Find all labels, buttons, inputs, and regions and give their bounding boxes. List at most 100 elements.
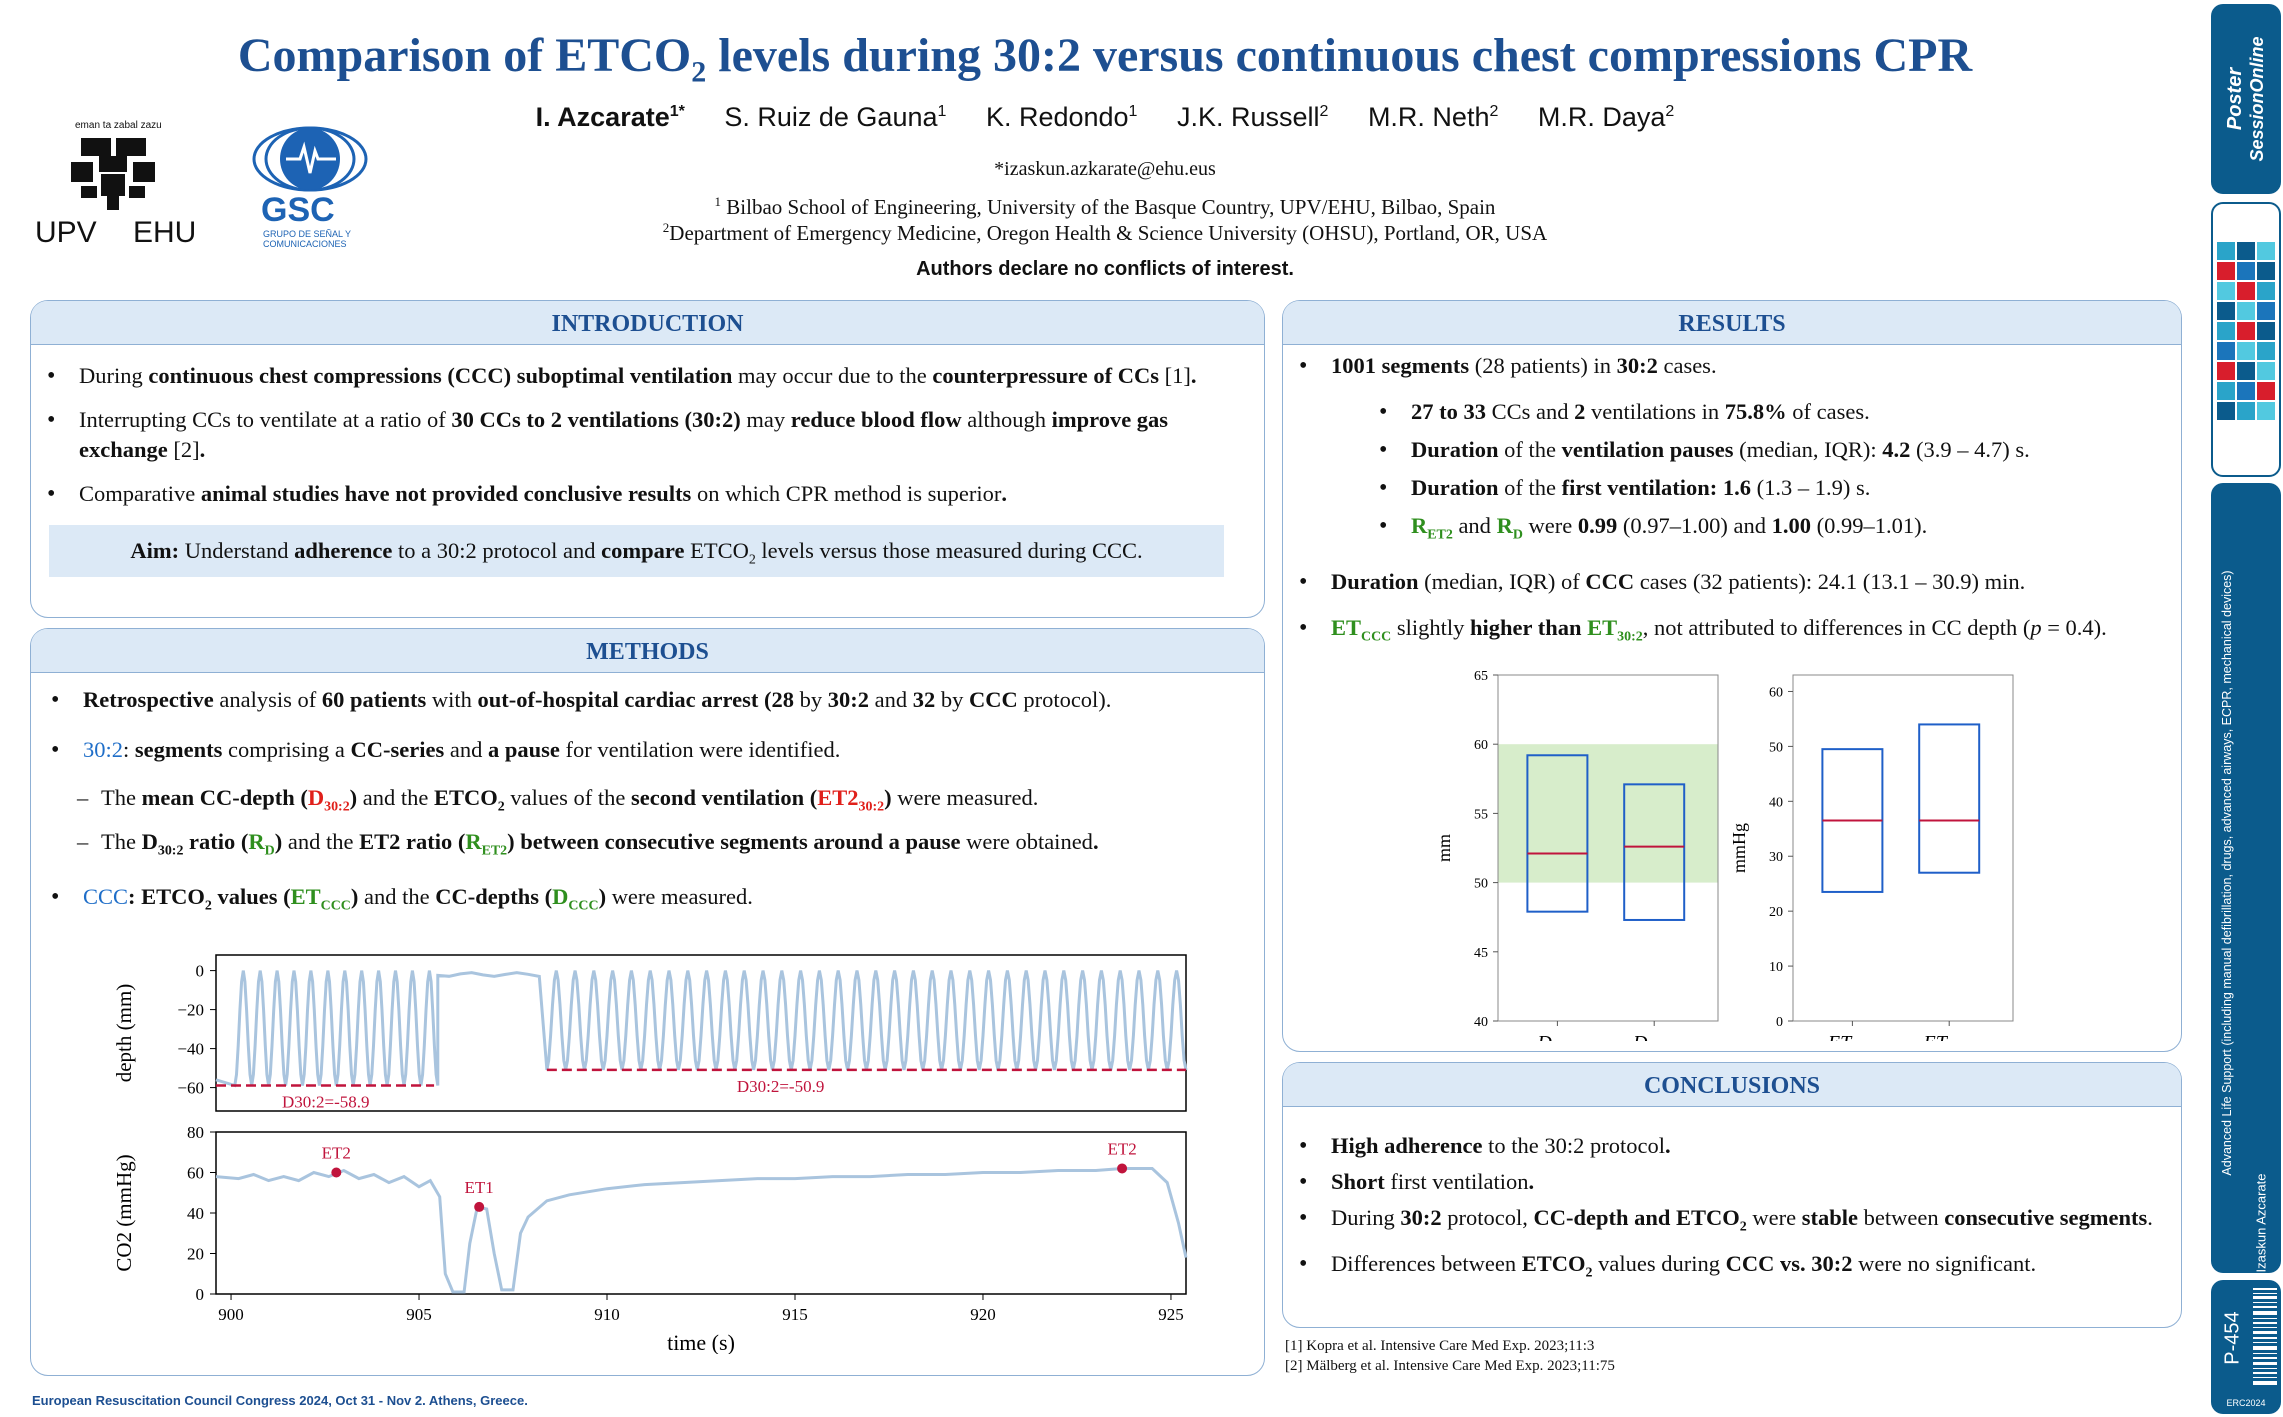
results-heading: RESULTS xyxy=(1283,301,2181,345)
ehu-text: EHU xyxy=(133,216,197,249)
x-tick-label: 915 xyxy=(782,1305,808,1324)
plot-frame xyxy=(215,954,1187,1112)
intro-bullet-3: Comparative animal studies have not prov… xyxy=(31,479,1244,509)
x-tick-label: DCCC xyxy=(1632,1032,1676,1041)
mean-depth-label: D30:2=-50.9 xyxy=(737,1077,825,1096)
results-bullet-3: ETCCC slightly higher than ET30:2, not a… xyxy=(1283,613,2181,653)
y-tick-label: 55 xyxy=(1474,807,1488,822)
conclusion-1: High adherence to the 30:2 protocol. xyxy=(1283,1131,2161,1161)
conclusions-panel: CONCLUSIONS High adherence to the 30:2 p… xyxy=(1282,1062,2182,1328)
y-tick-label: 20 xyxy=(1769,905,1783,920)
y-tick-label: 50 xyxy=(1474,877,1488,892)
etco2-marker-label: ET2 xyxy=(1107,1139,1136,1158)
y-tick-label: 20 xyxy=(187,1245,204,1264)
y-tick-label: 0 xyxy=(196,1285,205,1304)
box xyxy=(1526,754,1589,913)
x-axis-label: time (s) xyxy=(667,1330,735,1354)
intro-bullet-2: Interrupting CCs to ventilate at a ratio… xyxy=(31,405,1244,465)
results-bullet-1: 1001 segments (28 patients) in 30:2 case… xyxy=(1283,351,2181,381)
references: [1] Kopra et al. Intensive Care Med Exp.… xyxy=(1285,1336,1615,1376)
contact-email[interactable]: *izaskun.azkarate@ehu.eus xyxy=(994,158,1216,180)
aim-box: Aim: Understand adherence to a 30:2 prot… xyxy=(49,525,1224,577)
upv-tree-emblem xyxy=(71,138,155,210)
y-tick-label: 60 xyxy=(1474,738,1488,753)
y-tick-label: −60 xyxy=(177,1079,204,1098)
conflict-statement: Authors declare no conflicts of interest… xyxy=(916,258,1294,280)
y-tick-label: 60 xyxy=(1769,685,1783,700)
y-tick-label: 60 xyxy=(187,1164,204,1183)
results-panel: RESULTS 1001 segments (28 patients) in 3… xyxy=(1282,300,2182,1052)
title-subscript: 2 xyxy=(691,55,707,89)
results-sub-3: Duration of the first ventilation: 1.6 (… xyxy=(1363,473,2181,503)
affiliation-1: 1 Bilbao School of Engineering, Universi… xyxy=(714,194,1496,219)
methods-bullet-2: 30:2: segments comprising a CC-series an… xyxy=(35,735,1264,765)
methods-sub-2: The D30:2 ratio (RD) and the ET2 ratio (… xyxy=(31,825,1264,869)
depth-chart: 0 −20 −40 −60 depth (mm) D30:2=-58.9 D30:2=-50… xyxy=(112,954,1188,1112)
gsc-logo: GSC GRUPO DE SEÑAL Y COMUNICACIONES xyxy=(248,125,373,255)
etco2-marker-label: ET1 xyxy=(465,1178,494,1197)
footer-conference: European Resuscitation Council Congress … xyxy=(32,1393,528,1408)
intro-bullet-1: During continuous chest compressions (CC… xyxy=(31,361,1244,391)
results-sub-1: 27 to 33 CCs and 2 ventilations in 75.8%… xyxy=(1363,397,2181,427)
plot-frame xyxy=(1792,674,2014,1022)
x-tick-label: 900 xyxy=(218,1305,244,1324)
y-axis-label: mm xyxy=(1434,834,1454,862)
etco2-marker xyxy=(1117,1163,1128,1174)
reference-2: [2] Mälberg et al. Intensive Care Med Ex… xyxy=(1285,1358,1615,1374)
conclusion-4: Differences between ETCO2 values during … xyxy=(1283,1249,2161,1289)
poster-title: Comparison of ETCO2 levels during 30:2 v… xyxy=(0,28,2210,90)
author: S. Ruiz de Gauna1 xyxy=(724,102,947,132)
methods-heading: METHODS xyxy=(31,629,1264,673)
conclusion-3: During 30:2 protocol, CC-depth and ETCO2… xyxy=(1283,1203,2161,1243)
author: M.R. Daya2 xyxy=(1537,102,1675,132)
author: J.K. Russell2 xyxy=(1176,102,1329,132)
co2-chart: 0 20 40 60 80 900 905 910 915 920 925 CO2 (mmHg) tim… xyxy=(112,1124,1188,1354)
poster-id: P-454 xyxy=(2221,1311,2244,1365)
y-tick-label: −40 xyxy=(177,1040,204,1059)
methods-panel: METHODS Retrospective analysis of 60 pat… xyxy=(30,628,1265,1376)
title-text: Comparison of ETCO xyxy=(237,29,692,82)
conclusions-heading: CONCLUSIONS xyxy=(1283,1063,2181,1107)
plot-frame xyxy=(215,1131,1187,1295)
y-tick-label: 50 xyxy=(1769,740,1783,755)
box xyxy=(1918,723,1981,874)
upv-ehu-logo: eman ta zabal zazu UPV EHU xyxy=(35,120,210,250)
plot-frame xyxy=(1497,674,1719,1022)
etco2-boxplot: 0 10 20 30 40 50 60 mmHg ET30:2 ETCCC xyxy=(1729,674,2014,1041)
x-tick-label: D30:2 xyxy=(1536,1032,1577,1041)
methods-bullet-3: CCC: ETCO2 values (ETCCC) and the CC-dep… xyxy=(35,882,1264,922)
results-sub-2: Duration of the ventilation pauses (medi… xyxy=(1363,435,2181,465)
introduction-heading: INTRODUCTION xyxy=(31,301,1264,345)
poster-session-sidebar: Poster SessionOnline Advanced Life Suppo… xyxy=(2208,0,2283,1417)
barcode-icon xyxy=(2253,1288,2277,1385)
brand-badge[interactable]: Poster SessionOnline xyxy=(2211,4,2281,194)
results-bullet-2: Duration (median, IQR) of CCC cases (32 … xyxy=(1283,567,2181,597)
x-tick-label: ETCCC xyxy=(1923,1032,1976,1041)
title-text-end: levels during 30:2 versus continuous che… xyxy=(706,29,1973,82)
etco2-marker xyxy=(474,1201,485,1212)
sidebar-author: Izaskun Azcarate xyxy=(2253,1173,2269,1273)
y-tick-label: 45 xyxy=(1474,946,1488,961)
x-tick-label: 920 xyxy=(970,1305,996,1324)
x-tick-label: ET30:2 xyxy=(1827,1032,1877,1041)
mean-depth-label: D30:2=-58.9 xyxy=(282,1092,370,1111)
y-axis-label: mmHg xyxy=(1729,823,1749,873)
y-tick-label: −20 xyxy=(177,1001,204,1020)
methods-sub-1: The mean CC-depth (D30:2) and the ETCO2 … xyxy=(31,781,1264,825)
etco2-marker-label: ET2 xyxy=(322,1144,351,1163)
y-axis-label: CO2 (mmHg) xyxy=(112,1154,136,1271)
author: K. Redondo1 xyxy=(985,102,1138,132)
upv-text: UPV xyxy=(35,216,97,249)
y-axis-label: depth (mm) xyxy=(112,984,136,1083)
results-sub-4: RET2 and RD were 0.99 (0.97–1.00) and 1.… xyxy=(1363,511,2181,551)
conclusion-2: Short first ventilation. xyxy=(1283,1167,2161,1197)
category-icons xyxy=(2217,242,2275,420)
event-code: ERC2024 xyxy=(2226,1398,2266,1408)
author-list: I. Azcarate1* S. Ruiz de Gauna1 K. Redon… xyxy=(0,102,2210,133)
methods-bullet-1: Retrospective analysis of 60 patients wi… xyxy=(35,685,1264,715)
y-tick-label: 65 xyxy=(1474,669,1488,684)
etco2-marker xyxy=(331,1167,342,1178)
reference-1: [1] Kopra et al. Intensive Care Med Exp.… xyxy=(1285,1338,1595,1354)
x-tick-label: 910 xyxy=(594,1305,620,1324)
poster-id-badge[interactable]: P-454 ERC2024 xyxy=(2211,1280,2281,1414)
